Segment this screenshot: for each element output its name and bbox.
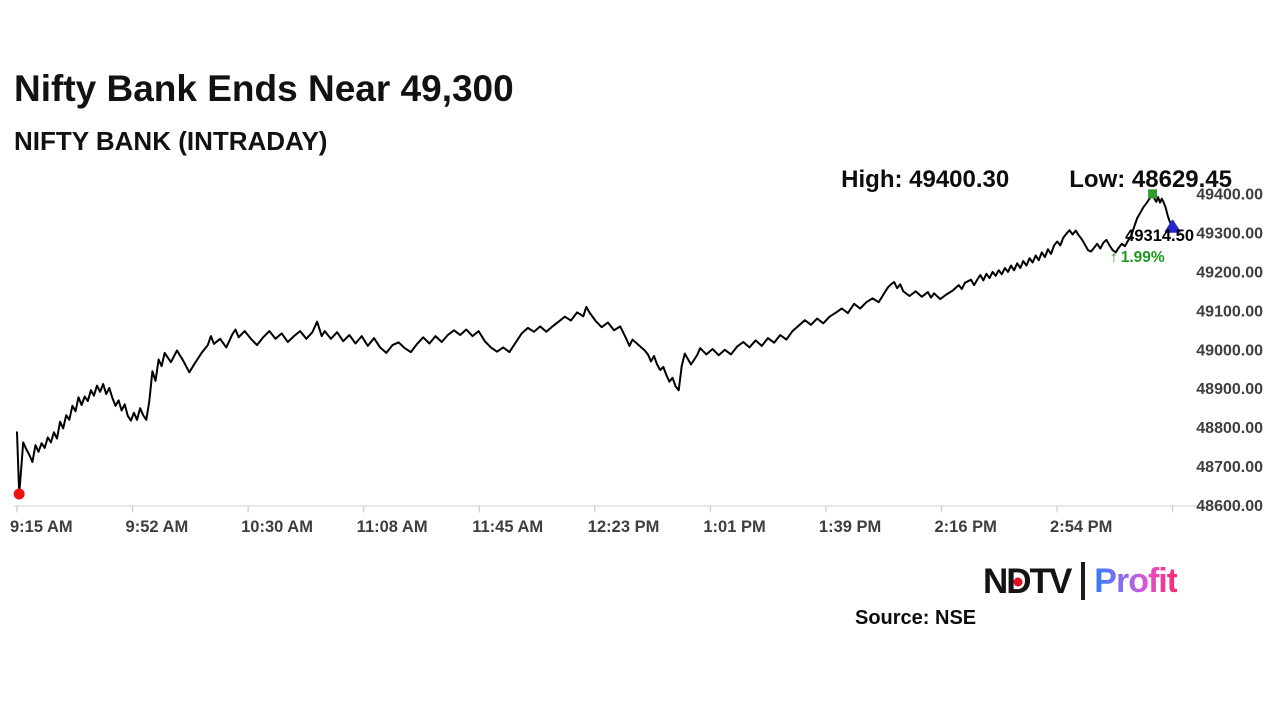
svg-text:2:54 PM: 2:54 PM xyxy=(1050,518,1112,536)
svg-text:48700.00: 48700.00 xyxy=(1196,459,1263,476)
svg-text:49300.00: 49300.00 xyxy=(1196,225,1263,242)
last-price-value: 49314.50 xyxy=(1125,227,1194,245)
source-label: Source: NSE xyxy=(855,607,977,629)
svg-text:10:30 AM: 10:30 AM xyxy=(241,518,313,536)
svg-text:1:39 PM: 1:39 PM xyxy=(819,518,881,536)
svg-text:48800.00: 48800.00 xyxy=(1196,420,1263,437)
high-value-label: High: 49400.30 xyxy=(841,166,1010,193)
change-percent: 1.99% xyxy=(1120,249,1165,266)
svg-text:49000.00: 49000.00 xyxy=(1196,342,1263,359)
svg-text:9:15 AM: 9:15 AM xyxy=(10,518,73,536)
ndtv-letter-d-wrap: D xyxy=(1006,564,1031,599)
profit-logo-text: Profit xyxy=(1094,562,1178,600)
last-price-callout: 49314.50 ↑ 1.99% xyxy=(1104,227,1194,267)
ndtv-red-dot-icon xyxy=(1013,577,1023,587)
ndtv-profit-logo: NDTV Profit xyxy=(983,561,1178,601)
low-value-label: Low: 48629.45 xyxy=(1069,166,1232,193)
svg-text:12:23 PM: 12:23 PM xyxy=(588,518,660,536)
svg-text:49100.00: 49100.00 xyxy=(1196,303,1263,320)
svg-text:11:45 AM: 11:45 AM xyxy=(472,518,543,536)
svg-text:9:52 AM: 9:52 AM xyxy=(126,518,189,536)
page-title: Nifty Bank Ends Near 49,300 xyxy=(14,68,514,109)
svg-text:48600.00: 48600.00 xyxy=(1196,498,1263,515)
svg-text:49400.00: 49400.00 xyxy=(1196,187,1263,204)
svg-text:11:08 AM: 11:08 AM xyxy=(357,518,428,536)
ndtv-letters-tv: TV xyxy=(1029,561,1073,601)
up-arrow-icon: ↑ xyxy=(1110,249,1118,266)
chart-subtitle: NIFTY BANK (INTRADAY) xyxy=(14,126,328,156)
ndtv-logo-text: NDTV xyxy=(983,561,1073,601)
last-price-change: ↑ 1.99% xyxy=(1104,249,1194,267)
svg-text:49200.00: 49200.00 xyxy=(1196,264,1263,281)
logo-divider xyxy=(1081,562,1086,600)
high-low-row: High: 49400.30 Low: 48629.45 xyxy=(841,166,1232,194)
ndtv-letter-n: N xyxy=(983,561,1008,601)
svg-text:2:16 PM: 2:16 PM xyxy=(934,518,996,536)
svg-text:48900.00: 48900.00 xyxy=(1196,381,1263,398)
svg-text:1:01 PM: 1:01 PM xyxy=(703,518,765,536)
